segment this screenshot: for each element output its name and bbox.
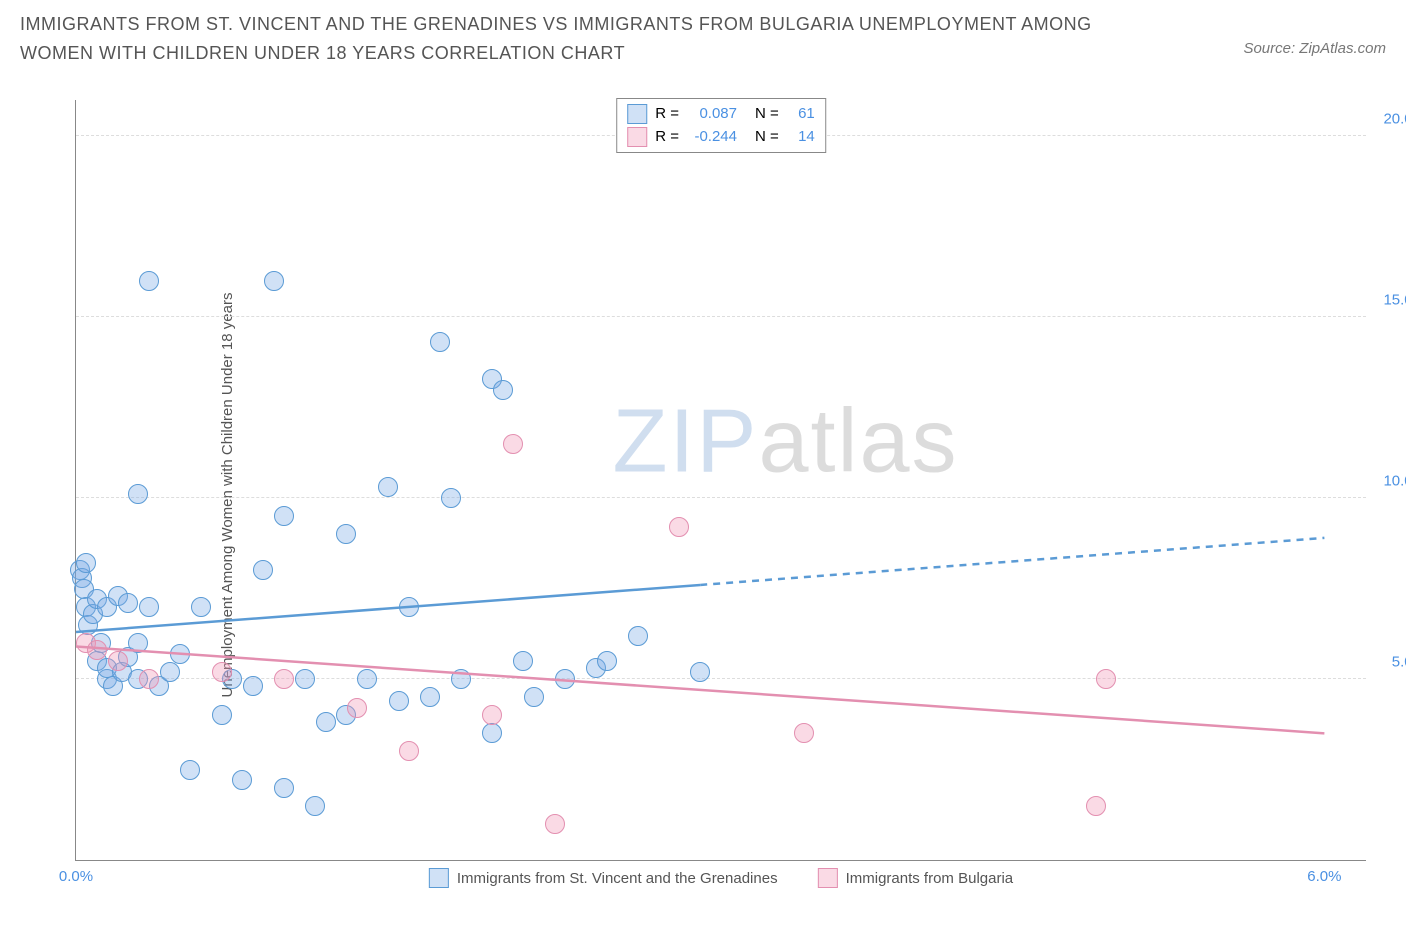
y-tick-label: 20.0% (1371, 111, 1406, 128)
legend-swatch (627, 127, 647, 147)
series-name: Immigrants from St. Vincent and the Gren… (457, 870, 778, 887)
n-label: N = (755, 103, 779, 126)
y-tick-label: 5.0% (1371, 654, 1406, 671)
n-label: N = (755, 126, 779, 149)
legend-swatch (429, 868, 449, 888)
legend-swatch (627, 104, 647, 124)
legend-row: R = -0.244 N = 14 (627, 126, 815, 149)
series-legend: Immigrants from St. Vincent and the Gren… (429, 868, 1013, 888)
legend-swatch (818, 868, 838, 888)
page-title: IMMIGRANTS FROM ST. VINCENT AND THE GREN… (20, 10, 1120, 68)
series-legend-item: Immigrants from St. Vincent and the Gren… (429, 868, 778, 888)
y-tick-label: 15.0% (1371, 292, 1406, 309)
r-label: R = (655, 126, 679, 149)
scatter-plot: ZIPatlas R =0.087N =61R =-0.244N =14 Imm… (75, 100, 1366, 861)
legend-row: R = 0.087 N = 61 (627, 103, 815, 126)
trend-lines (76, 100, 1366, 860)
n-value: 61 (787, 103, 815, 126)
chart-container: Unemployment Among Women with Children U… (20, 90, 1386, 900)
x-tick-label: 0.0% (59, 868, 93, 885)
source-attribution: Source: ZipAtlas.com (1243, 40, 1386, 57)
r-label: R = (655, 103, 679, 126)
series-legend-item: Immigrants from Bulgaria (818, 868, 1014, 888)
r-value: 0.087 (687, 103, 737, 126)
y-tick-label: 10.0% (1371, 473, 1406, 490)
x-tick-label: 6.0% (1307, 868, 1341, 885)
n-value: 14 (787, 126, 815, 149)
r-value: -0.244 (687, 126, 737, 149)
correlation-legend: R = 0.087 N = 61 R = -0.244 N = 14 (616, 98, 826, 153)
series-name: Immigrants from Bulgaria (846, 870, 1014, 887)
